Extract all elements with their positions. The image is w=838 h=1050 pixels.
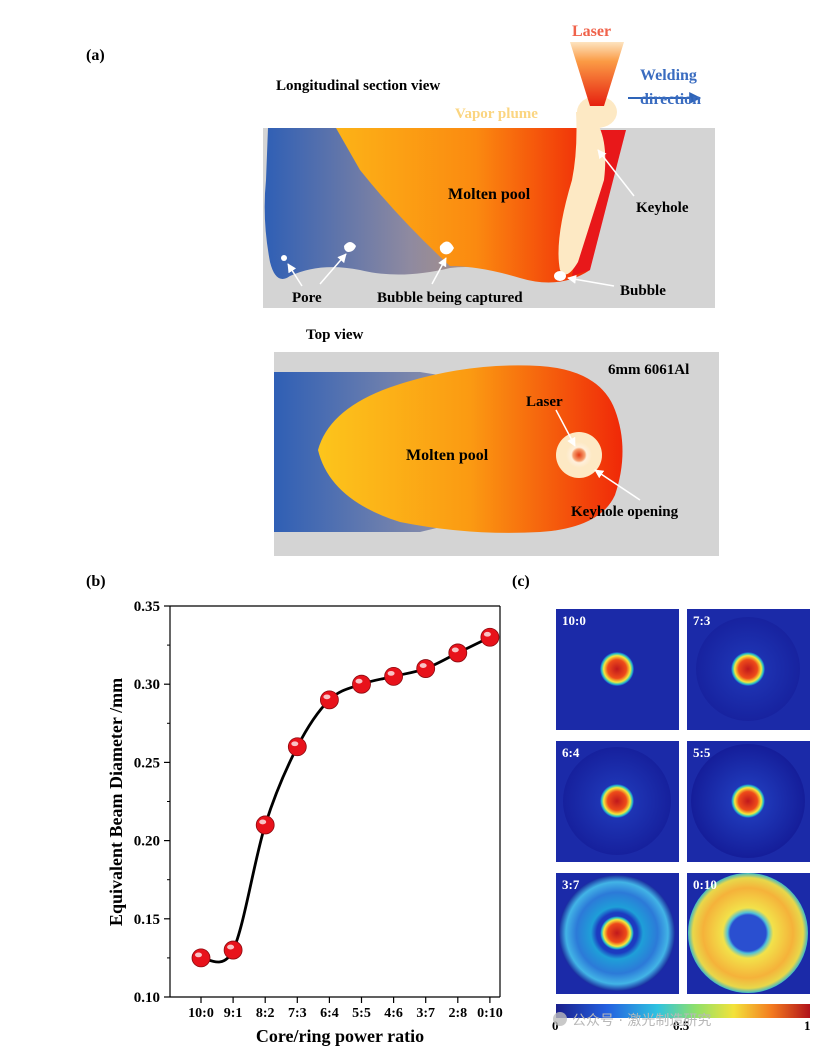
tile-label: 6:4 [562,745,580,760]
keyhole-label: Keyhole [636,200,689,216]
bubble [554,271,566,281]
laser-beam [570,42,624,106]
panel-b-label: (b) [86,573,106,590]
x-tick-label: 2:8 [448,1006,467,1021]
core-spot [600,784,634,818]
data-point [223,940,243,960]
beam-profile-tile: 7:3 [687,609,810,730]
x-ticks: 10:0 9:1 8:2 7:3 6:4 5:5 4:6 3:7 2:8 0:10 [188,997,503,1021]
keyhole-arrow [597,149,635,197]
x-tick-label: 3:7 [416,1006,435,1021]
x-tick-label: 8:2 [256,1006,275,1021]
pore [281,255,287,261]
panel-c: (c) 10:0 7:3 6:4 5:5 [512,573,811,1033]
y-ticks: 0.10 0.15 0.20 0.25 0.30 0.35 [134,599,170,1006]
data-point [384,666,404,686]
beam-profile-tile: 5:5 [687,741,810,862]
y-tick-label: 0.15 [134,912,160,928]
wechat-icon [553,1012,567,1026]
panel-c-label: (c) [512,573,530,590]
tile-label: 0:10 [693,877,717,892]
keyhole-wall [572,130,626,276]
y-axis-title: Equivalent Beam Diameter /mm [106,678,126,926]
longitudinal-title: Longitudinal section view [276,78,440,94]
bubble-captured-arrow-1 [319,253,347,285]
beam-profile-tile: 0:10 [687,873,810,994]
data-point [448,643,468,663]
colorbar [556,1004,810,1018]
y-tick-label: 0.20 [134,834,160,850]
panel-a-label: (a) [86,47,105,64]
data-point [416,659,436,678]
top-view-title: Top view [306,327,364,343]
data-points [191,627,500,968]
laser-label: Laser [572,23,611,40]
x-tick-label: 5:5 [352,1006,371,1021]
material-label: 6mm 6061Al [608,362,689,378]
x-tick-label: 0:10 [477,1006,503,1021]
core-spot [731,652,765,686]
data-point [480,627,500,647]
bubble-label: Bubble [620,283,666,299]
panel-b-chart: (b) 0.10 0.15 0.20 0.25 0.30 0.35 10:0 9:1 8:2 7… [86,573,503,1046]
data-point [255,815,275,835]
keyhole-opening-arrow [594,469,641,501]
x-tick-label: 10:0 [188,1006,214,1021]
vapor-plume-top [577,96,617,128]
colorbar-tick-min: 0 [552,1018,559,1033]
tile-label: 5:5 [693,745,711,760]
panel-a: (a) Longitudinal section view Laser Weld… [86,23,719,556]
x-tick-label: 6:4 [320,1006,339,1021]
colorbar-tick-max: 1 [804,1018,811,1033]
series-line [200,636,491,964]
bubble-arrow [567,274,615,287]
pore-label: Pore [292,290,322,306]
bubble-captured-2 [439,241,454,255]
bubble-captured-arrow-2 [431,257,447,285]
ring-spot [688,873,808,993]
data-point [287,737,307,757]
laser-spot [566,442,592,468]
y-tick-label: 0.10 [134,990,160,1006]
pore-arrow [287,263,303,287]
molten-pool-section [336,128,590,283]
top-molten-pool [318,365,623,533]
welding-direction-line1: Welding [640,67,697,84]
x-tick-label: 7:3 [288,1006,307,1021]
x-axis-title: Core/ring power ratio [256,1026,424,1046]
data-point [319,690,339,710]
vapor-plume-label: Vapor plume [455,106,538,122]
y-tick-label: 0.30 [134,677,160,693]
core-spot [731,784,765,818]
tile-label: 3:7 [562,877,580,892]
tile-label: 10:0 [562,613,586,628]
keyhole-opening-label: Keyhole opening [571,504,679,520]
welding-direction-line2: direction [640,91,701,108]
top-molten-pool-label: Molten pool [406,447,489,464]
keyhole [558,112,606,275]
data-point [191,948,211,968]
beam-profile-tile: 6:4 [556,741,679,862]
beam-profile-tile: 10:0 [556,609,679,730]
bubble-captured-label: Bubble being captured [377,290,523,306]
watermark: 公众号 · 激光制造研究 [572,1012,711,1029]
molten-pool-label: Molten pool [448,186,531,203]
y-tick-label: 0.25 [134,755,160,771]
core-spot [600,916,634,950]
tile-label: 7:3 [693,613,711,628]
x-tick-label: 4:6 [384,1006,403,1021]
y-tick-label: 0.35 [134,599,160,615]
beam-profile-tile: 3:7 [556,873,679,994]
top-laser-label: Laser [526,394,563,410]
data-point [352,674,371,694]
core-spot [600,652,634,686]
bubble-captured-1 [344,242,356,252]
top-laser-arrow [555,409,576,447]
colorbar-tick-mid: 0.5 [673,1018,690,1033]
x-tick-label: 9:1 [224,1006,243,1021]
